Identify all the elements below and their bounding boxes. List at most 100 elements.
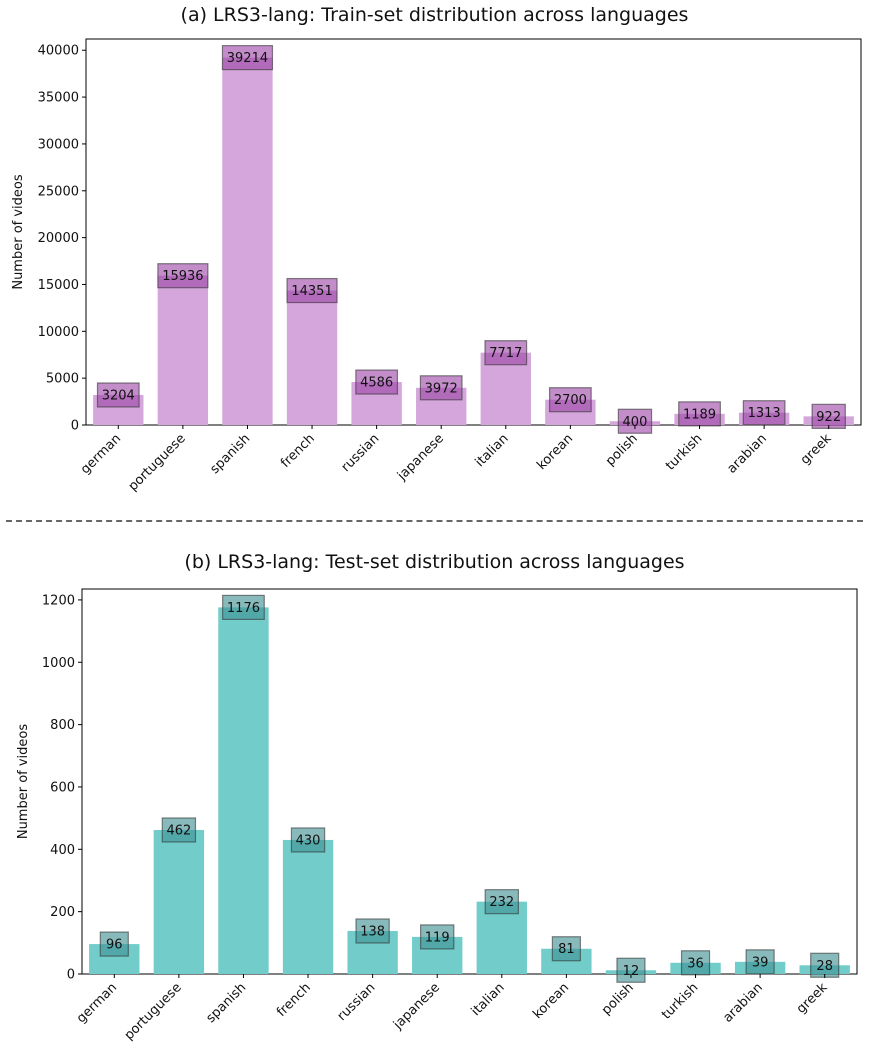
- value-label: 1176: [227, 601, 260, 616]
- test-chart-panel: (b) LRS3-lang: Test-set distribution acr…: [0, 540, 869, 1059]
- value-label: 138: [360, 924, 385, 939]
- x-tick-label: italian: [473, 431, 512, 470]
- train-chart-panel: (a) LRS3-lang: Train-set distribution ac…: [0, 0, 869, 518]
- y-tick-label: 35000: [38, 91, 79, 106]
- x-tick-label: german: [78, 431, 124, 477]
- x-tick-label: italian: [469, 980, 508, 1019]
- value-label: 1313: [748, 406, 781, 421]
- value-label: 28: [816, 959, 833, 974]
- y-tick-label: 400: [50, 843, 75, 858]
- x-tick-label: japanese: [394, 431, 447, 484]
- x-tick-label: spanish: [207, 431, 253, 477]
- x-tick-label: french: [274, 980, 314, 1020]
- value-label: 12: [623, 964, 640, 979]
- value-label-box: [419, 375, 463, 401]
- value-label: 2700: [554, 393, 587, 408]
- x-tick-label: turkish: [659, 980, 701, 1022]
- x-tick-label: greek: [794, 980, 831, 1017]
- bar: [157, 275, 209, 425]
- bar: [286, 290, 338, 425]
- value-label: 119: [425, 930, 450, 945]
- y-tick-label: 0: [71, 419, 79, 434]
- value-label: 36: [687, 956, 704, 971]
- value-label-box: [96, 382, 140, 408]
- x-tick-label: polish: [603, 431, 641, 469]
- value-label-box: [161, 817, 197, 843]
- y-tick-label: 40000: [38, 44, 79, 59]
- y-tick-label: 15000: [38, 278, 79, 293]
- plot-frame: [85, 38, 862, 426]
- section-divider: [6, 520, 863, 522]
- x-tick-label: french: [278, 431, 318, 471]
- y-tick-label: 20000: [38, 231, 79, 246]
- train-bar-chart: 0 5000 10000 15000 20000 25000 30000 35000 40000…: [11, 38, 862, 494]
- value-label: 430: [296, 833, 321, 848]
- x-tick-label: portuguese: [122, 980, 185, 1043]
- x-tick-label: turkish: [663, 431, 705, 473]
- value-label-box: [484, 340, 528, 366]
- y-tick-label: 200: [50, 905, 75, 920]
- value-label-box: [286, 277, 338, 304]
- bar: [222, 57, 273, 426]
- value-label-box: [616, 957, 646, 983]
- value-label: 96: [106, 938, 123, 953]
- y-tick-label: 10000: [38, 325, 79, 340]
- value-label: 4586: [360, 376, 393, 391]
- x-tick-label: spanish: [203, 980, 249, 1026]
- value-label: 1189: [683, 407, 716, 422]
- value-label: 15936: [162, 269, 203, 284]
- value-label-box: [745, 949, 775, 975]
- value-label: 39214: [227, 51, 268, 66]
- x-tick-label: german: [74, 980, 120, 1026]
- value-label: 39: [752, 955, 769, 970]
- value-label: 3972: [425, 381, 458, 396]
- value-label: 232: [489, 895, 514, 910]
- chart-title: (b) LRS3-lang: Test-set distribution acr…: [184, 551, 685, 573]
- value-label: 81: [558, 942, 575, 957]
- x-tick-label: japanese: [390, 980, 443, 1033]
- value-label-box: [484, 889, 519, 915]
- y-tick-label: 5000: [46, 372, 79, 387]
- value-label-box: [551, 936, 581, 962]
- value-label-box: [548, 387, 592, 413]
- x-tick-label: arabian: [720, 980, 766, 1026]
- x-tick-label: korean: [534, 431, 576, 473]
- value-label: 7717: [489, 346, 522, 361]
- y-tick-label: 1200: [42, 593, 75, 608]
- y-tick-label: 30000: [38, 137, 79, 152]
- chart-title: (a) LRS3-lang: Train-set distribution ac…: [180, 4, 689, 26]
- x-tick-label: russian: [335, 980, 379, 1024]
- value-label: 400: [623, 415, 648, 430]
- x-tick-label: greek: [798, 431, 835, 468]
- plot-frame: [81, 588, 858, 975]
- y-tick-label: 0: [67, 968, 75, 983]
- value-label: 462: [166, 823, 191, 838]
- bar: [153, 829, 205, 974]
- value-label-box: [99, 931, 129, 957]
- y-axis-label: Number of videos: [16, 724, 31, 840]
- value-label-box: [617, 408, 653, 434]
- value-label-box: [355, 369, 399, 395]
- value-label: 14351: [291, 284, 332, 299]
- x-tick-label: arabian: [724, 431, 770, 477]
- bar: [218, 607, 269, 974]
- y-axis-label: Number of videos: [11, 174, 26, 290]
- value-label-box: [221, 45, 274, 71]
- value-label-box: [355, 918, 390, 944]
- value-label-box: [290, 827, 326, 853]
- x-tick-label: portuguese: [126, 431, 189, 494]
- x-tick-label: korean: [530, 980, 572, 1022]
- y-tick-label: 800: [50, 718, 75, 733]
- value-label-box: [810, 952, 840, 978]
- value-label-box: [222, 594, 265, 620]
- x-tick-label: russian: [339, 431, 383, 475]
- bar: [282, 839, 334, 974]
- value-label-box: [157, 263, 209, 289]
- value-label: 922: [816, 410, 841, 425]
- y-tick-label: 600: [50, 780, 75, 795]
- x-tick-label: polish: [599, 980, 637, 1018]
- value-label-box: [420, 924, 455, 950]
- y-tick-label: 25000: [38, 184, 79, 199]
- test-bar-chart: 0 200 400 600 800 1000 1200 Number of videos 96 4…: [16, 588, 858, 1043]
- y-tick-label: 1000: [42, 656, 75, 671]
